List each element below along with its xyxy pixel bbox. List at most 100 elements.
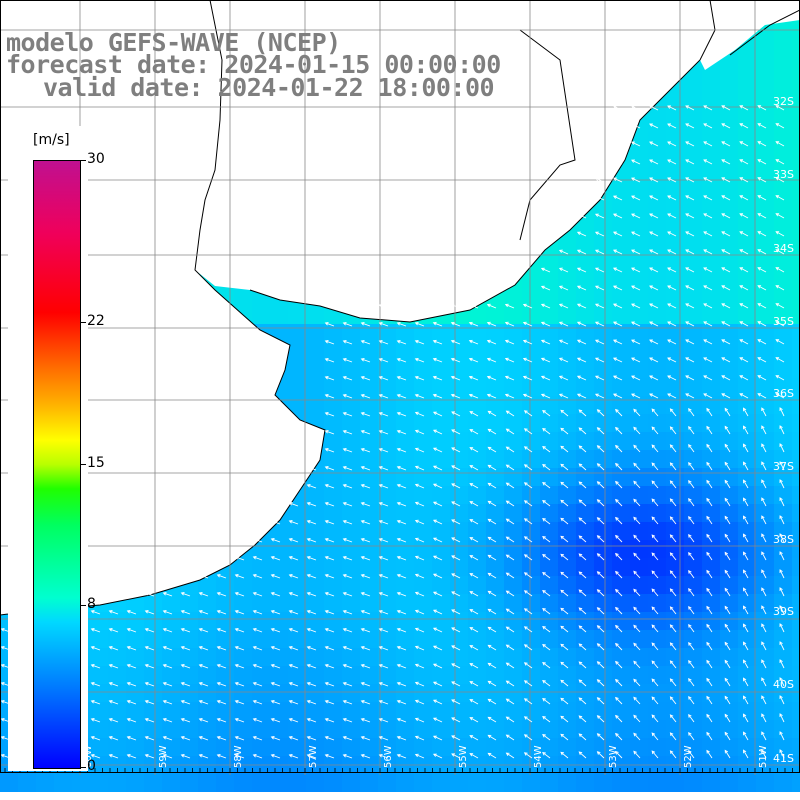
- wind-vector: [163, 736, 173, 741]
- sea-cell: [216, 630, 234, 648]
- wind-vector: [613, 375, 623, 381]
- sea-cell: [504, 540, 522, 558]
- wind-vector: [343, 592, 353, 597]
- wind-arrowhead: [342, 502, 347, 506]
- wind-arrowhead: [651, 570, 656, 575]
- wind-arrowhead: [378, 574, 383, 578]
- sea-cell: [702, 684, 720, 702]
- sea-cell: [414, 378, 432, 396]
- sea-cell: [396, 720, 414, 738]
- wind-arrowhead: [523, 626, 528, 630]
- wind-vector: [615, 445, 623, 453]
- wind-arrowhead: [578, 409, 583, 414]
- sea-cell: [90, 684, 108, 702]
- wind-arrowhead: [487, 482, 492, 487]
- wind-arrowhead: [486, 321, 491, 326]
- wind-vector: [469, 340, 479, 345]
- wind-arrowhead: [649, 105, 653, 109]
- sea-cell: [702, 396, 720, 414]
- sea-cell: [216, 702, 234, 720]
- wind-arrowhead: [724, 587, 729, 592]
- wind-vector: [506, 626, 515, 633]
- wind-arrowhead: [613, 141, 617, 145]
- sea-cell: [288, 612, 306, 630]
- wind-arrowhead: [706, 731, 710, 736]
- wind-arrowhead: [743, 407, 747, 412]
- sea-cell: [450, 666, 468, 684]
- sea-cell: [396, 396, 414, 414]
- sea-cell: [432, 612, 450, 630]
- wind-vector: [757, 195, 767, 201]
- sea-cell: [612, 252, 630, 270]
- wind-arrowhead: [216, 736, 221, 740]
- wind-arrowhead: [724, 605, 729, 610]
- wind-arrowhead: [594, 231, 599, 235]
- sea-cell: [756, 648, 774, 666]
- sea-cell: [540, 306, 558, 324]
- wind-arrowhead: [414, 735, 419, 740]
- sea-cell: [270, 522, 288, 540]
- wind-vector: [524, 680, 533, 687]
- wind-arrowhead: [432, 537, 437, 541]
- wind-vector: [433, 411, 443, 417]
- wind-vector: [743, 569, 749, 579]
- wind-vector: [577, 357, 587, 363]
- sea-cell: [180, 774, 198, 792]
- wind-vector: [109, 736, 119, 741]
- sea-cell: [414, 450, 432, 468]
- wind-vector: [651, 480, 659, 489]
- sea-cell: [504, 360, 522, 378]
- wind-vector: [433, 663, 443, 669]
- wind-arrowhead: [144, 664, 149, 668]
- wind-vector: [670, 498, 677, 507]
- wind-vector: [779, 641, 785, 651]
- wind-arrowhead: [505, 644, 510, 648]
- sea-cell: [540, 450, 558, 468]
- wind-vector: [415, 484, 425, 489]
- sea-cell: [288, 594, 306, 612]
- wind-vector: [433, 501, 443, 507]
- wind-arrowhead: [522, 393, 527, 398]
- wind-vector: [325, 574, 335, 579]
- wind-arrowhead: [667, 141, 671, 145]
- longitude-label: 58W: [233, 745, 244, 768]
- sea-cell: [774, 486, 792, 504]
- wind-vector: [721, 195, 731, 201]
- wind-arrowhead: [523, 500, 528, 504]
- wind-vector: [775, 231, 785, 237]
- wind-arrowhead: [596, 607, 601, 611]
- wind-arrowhead: [216, 538, 221, 542]
- wind-vector: [667, 339, 677, 345]
- sea-cell: [216, 774, 234, 792]
- wind-vector: [91, 610, 101, 615]
- sea-cell: [234, 630, 252, 648]
- sea-cell: [702, 720, 720, 738]
- wind-vector: [415, 574, 425, 579]
- wind-vector: [433, 627, 443, 633]
- wind-vector: [433, 555, 443, 561]
- wind-vector: [325, 646, 335, 651]
- sea-cell: [792, 720, 800, 738]
- wind-arrowhead: [779, 605, 783, 609]
- sea-cell: [378, 558, 396, 576]
- wind-vector: [343, 340, 353, 345]
- wind-arrowhead: [685, 357, 689, 361]
- wind-arrowhead: [487, 680, 492, 685]
- wind-arrowhead: [324, 484, 329, 488]
- wind-arrowhead: [0, 682, 5, 686]
- sea-cell: [252, 612, 270, 630]
- wind-arrowhead: [0, 664, 5, 668]
- wind-vector: [706, 696, 713, 705]
- wind-vector: [724, 570, 731, 579]
- wind-vector: [688, 606, 695, 615]
- wind-arrowhead: [631, 123, 635, 127]
- wind-vector: [757, 285, 767, 291]
- wind-arrowhead: [757, 177, 762, 181]
- wind-arrowhead: [743, 551, 747, 556]
- sea-cell: [630, 198, 648, 216]
- wind-vector: [560, 643, 569, 651]
- wind-vector: [685, 141, 695, 147]
- wind-arrowhead: [342, 646, 347, 650]
- sea-cell: [378, 576, 396, 594]
- wind-vector: [597, 643, 605, 651]
